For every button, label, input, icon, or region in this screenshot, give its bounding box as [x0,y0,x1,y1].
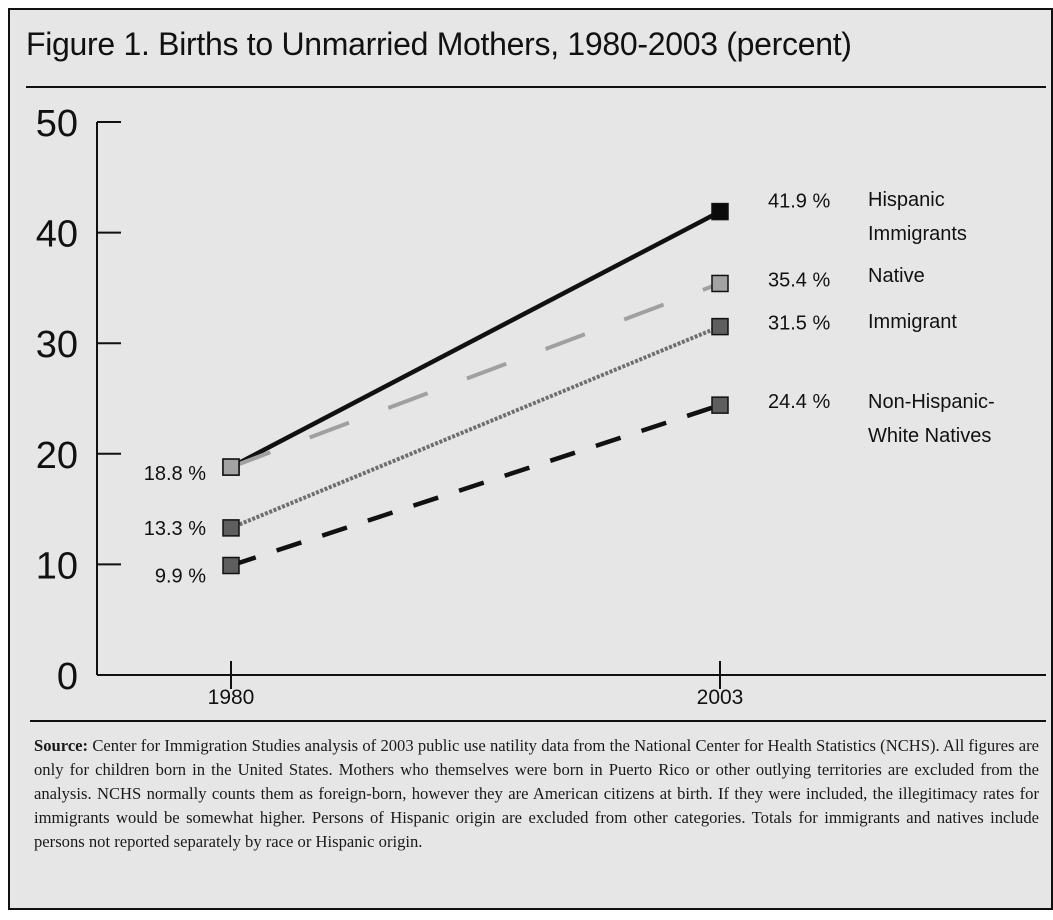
series-name-label: Non-Hispanic- [868,391,995,413]
data-point-marker [711,202,729,221]
y-tick-label: 30 [36,324,78,366]
data-point-marker [222,519,240,537]
x-tick-label: 2003 [697,686,744,709]
data-label: 31.5 % [768,313,830,335]
line-chart: 0 10 20 30 40 50 1980 2003 18.8 % 41.9 % 35.4 % 13.… [36,103,1046,709]
data-label: 13.3 % [144,518,206,540]
series-line [230,324,721,530]
data-label: 35.4 % [768,269,830,291]
title-divider [26,86,1046,88]
series-name-label: Hispanic [868,189,945,211]
series-name-label: Immigrants [868,223,967,245]
data-point-marker [711,396,729,414]
y-tick-label: 0 [57,656,78,698]
series-name-label: Native [868,265,925,287]
data-point-marker [711,317,729,336]
data-point-marker [222,556,240,575]
data-label: 18.8 % [144,463,206,485]
x-tick-label: 1980 [208,686,255,709]
series-line [229,209,722,470]
y-tick-label: 20 [36,435,78,477]
y-tick-label: 50 [36,103,78,145]
data-label: 41.9 % [768,191,830,213]
series-line [230,281,721,469]
figure-frame [8,8,1053,910]
data-point-marker [711,274,729,293]
source-label: Source: [34,736,89,755]
y-tick-label: 40 [36,214,78,256]
series-name-label: Immigrant [868,311,957,333]
chart-title: Figure 1. Births to Unmarried Mothers, 1… [26,26,852,62]
data-label: 9.9 % [155,566,206,588]
source-divider [30,720,1046,722]
y-tick-label: 10 [36,545,78,587]
source-text: Center for Immigration Studies analysis … [34,736,1039,851]
data-label: 24.4 % [768,391,830,413]
series-line [230,402,721,568]
source-note: Source: Center for Immigration Studies a… [34,734,1039,854]
series-name-label: White Natives [868,425,991,447]
data-point-marker [222,458,240,476]
